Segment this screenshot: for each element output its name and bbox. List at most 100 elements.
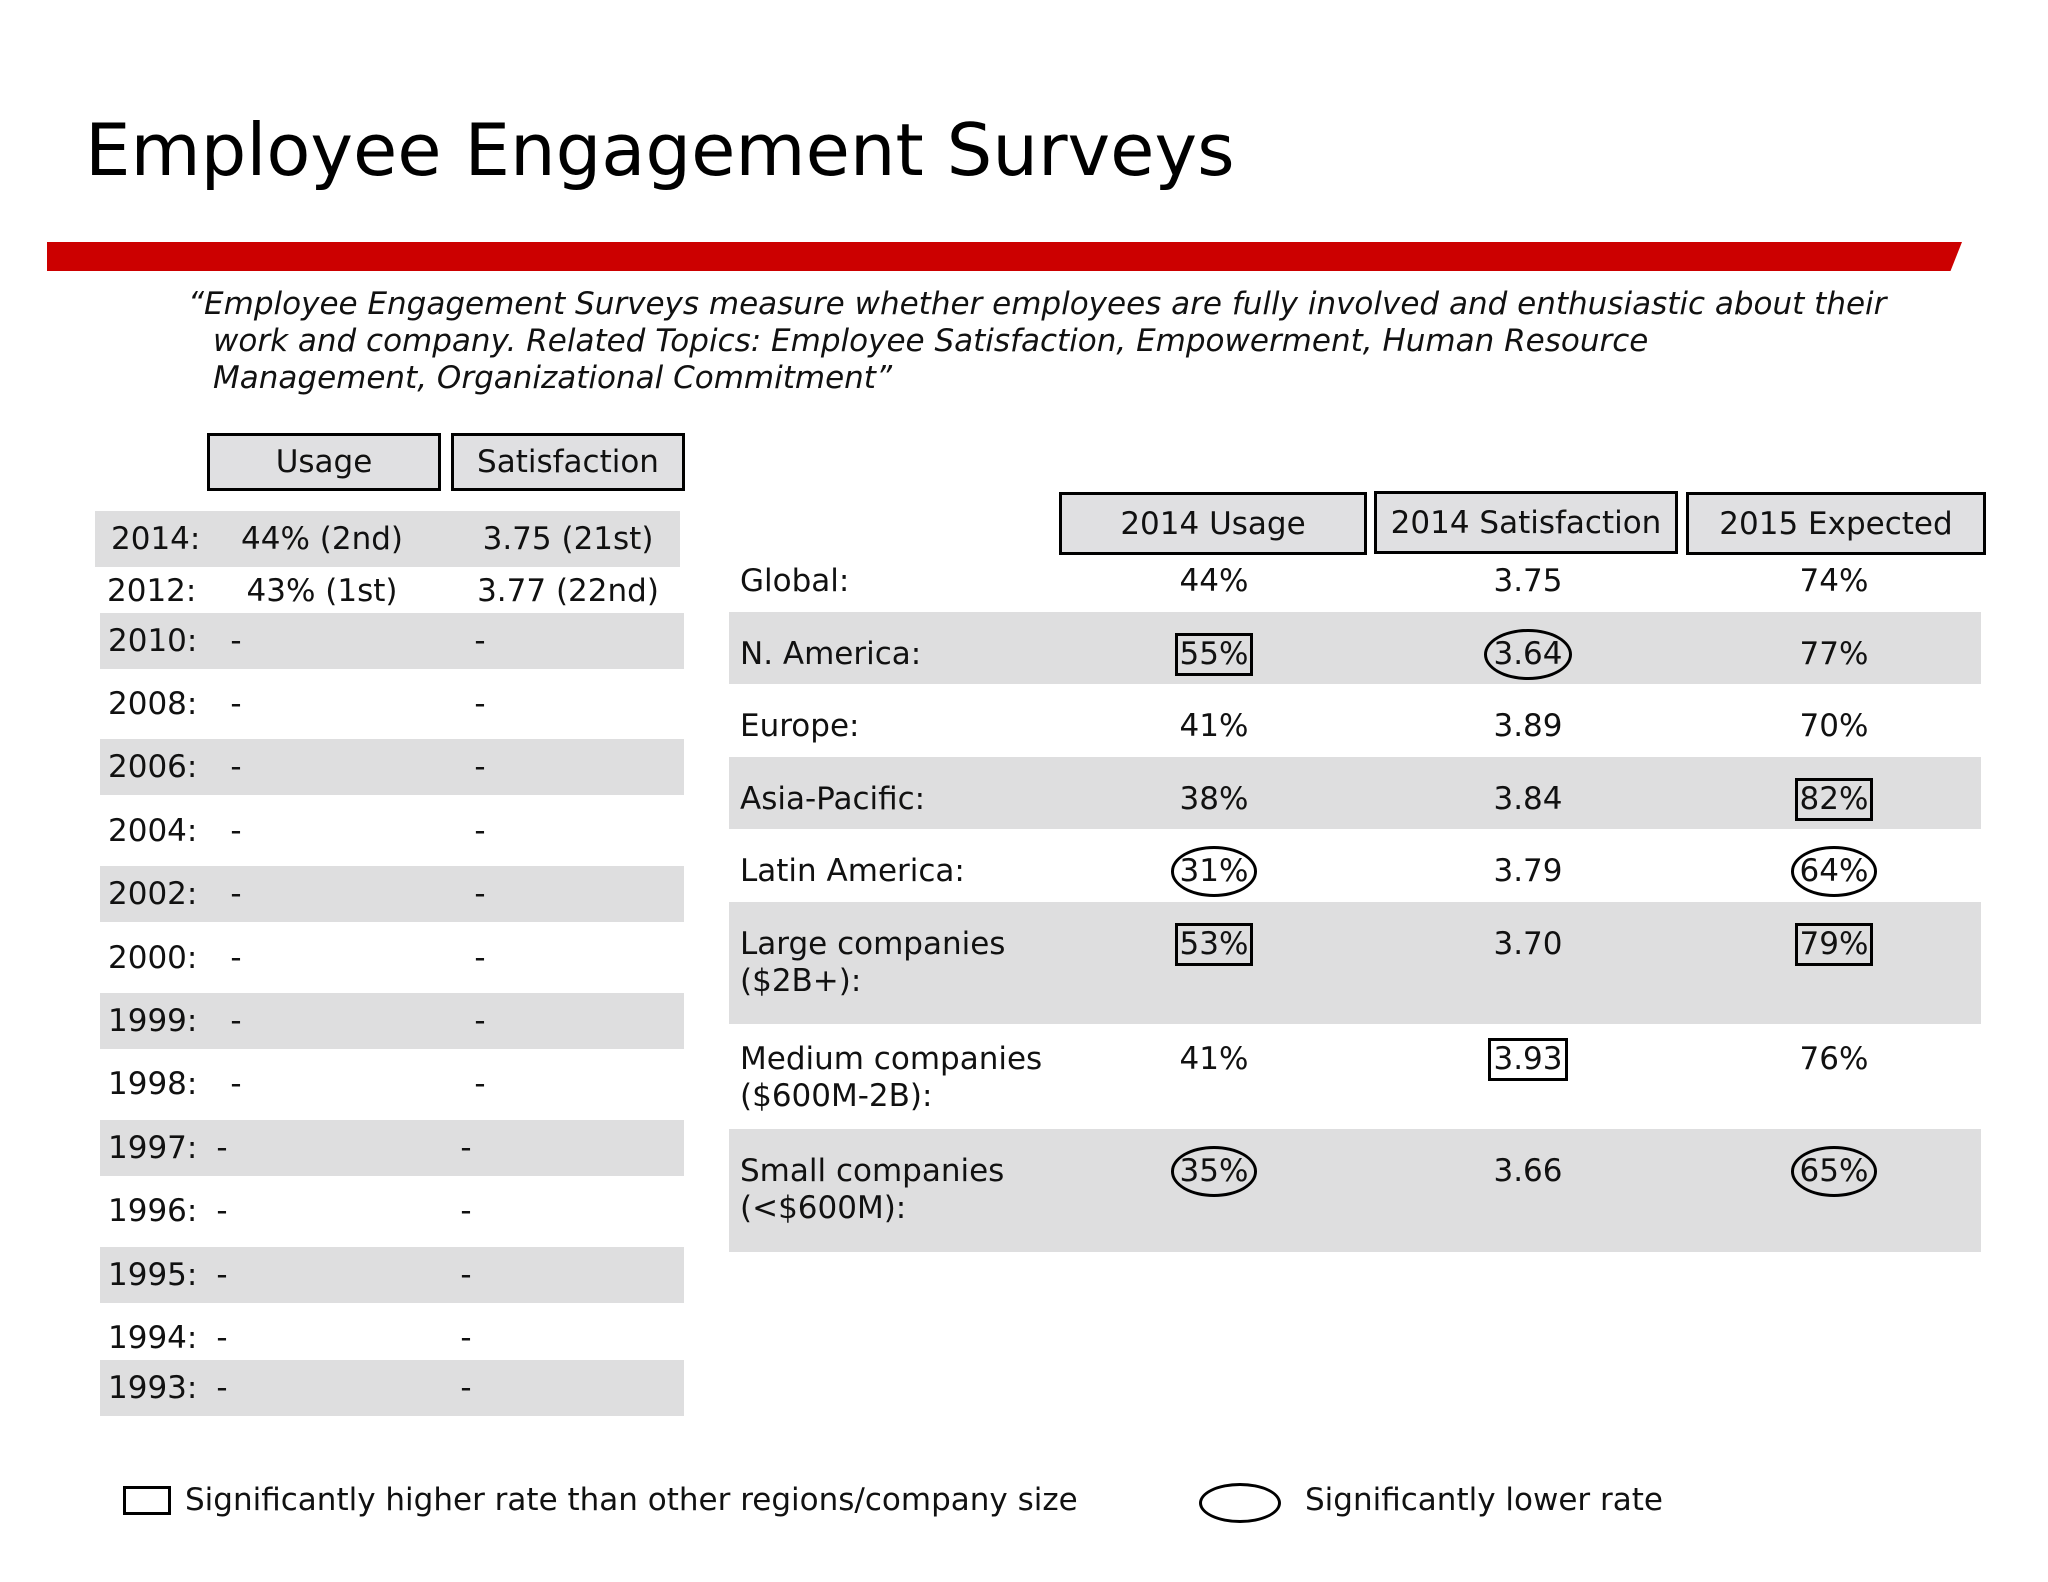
history-row: 2010: - - [100, 613, 684, 669]
year-label: 1998: [108, 1066, 198, 1102]
region-row: Small companies (<$600M): 35% 3.66 65% [729, 1129, 1981, 1252]
history-row: 1996: - - [100, 1183, 684, 1239]
usage-2014-value: 55% [1174, 633, 1254, 676]
year-label: 2012: [107, 573, 197, 609]
legend-box-symbol [123, 1486, 171, 1515]
usage-value: - [230, 876, 242, 912]
satisfaction-value: - [474, 686, 486, 722]
history-row: 1994: - - [100, 1310, 684, 1366]
expected-2015-value: 79% [1794, 923, 1874, 966]
satisfaction-value: - [474, 623, 486, 659]
usage-value: - [230, 686, 242, 722]
history-row: 1993: - - [100, 1360, 684, 1416]
satisfaction-value: 3.75 (21st) [482, 521, 654, 557]
region-label: Asia-Pacific: [740, 781, 926, 817]
year-label: 2006: [108, 749, 198, 785]
header-2014-satisfaction: 2014 Satisfaction [1374, 491, 1678, 554]
page-title: Employee Engagement Surveys [85, 108, 1235, 192]
year-label: 2010: [108, 623, 198, 659]
header-satisfaction: Satisfaction [451, 433, 685, 491]
region-label: N. America: [740, 636, 922, 672]
satisfaction-value: - [474, 876, 486, 912]
year-label: 2000: [108, 940, 198, 976]
region-label: Europe: [740, 708, 860, 744]
satisfaction-2014-value: 3.93 [1488, 1038, 1568, 1081]
usage-2014-value: 44% [1179, 563, 1249, 599]
satisfaction-value: - [474, 1003, 486, 1039]
usage-2014-value: 41% [1179, 708, 1249, 744]
history-row: 2006: - - [100, 739, 684, 795]
usage-value: - [230, 1003, 242, 1039]
quote-line: work and company. Related Topics: Employ… [213, 323, 1649, 359]
year-label: 1999: [108, 1003, 198, 1039]
header-2014-usage: 2014 Usage [1059, 492, 1367, 555]
region-row: Medium companies ($600M-2B): 41% 3.93 76% [729, 1024, 1981, 1129]
region-row: Latin America: 31% 3.79 64% [729, 829, 1981, 902]
history-row: 2014: 44% (2nd) 3.75 (21st) [95, 511, 680, 567]
satisfaction-2014-value: 3.70 [1493, 926, 1563, 962]
usage-value: - [216, 1130, 228, 1166]
year-label: 2008: [108, 686, 198, 722]
year-label: 1993: [108, 1370, 198, 1406]
satisfaction-2014-value: 3.64 [1484, 629, 1572, 680]
satisfaction-2014-value: 3.89 [1493, 708, 1563, 744]
expected-2015-value: 70% [1799, 708, 1869, 744]
satisfaction-2014-value: 3.79 [1493, 853, 1563, 889]
history-row: 2002: - - [100, 866, 684, 922]
usage-value: - [230, 940, 242, 976]
history-row: 1997: - - [100, 1120, 684, 1176]
region-row: Global: 44% 3.75 74% [729, 563, 1981, 612]
usage-value: - [230, 623, 242, 659]
usage-2014-value: 35% [1170, 1146, 1258, 1197]
legend-lower-label: Significantly lower rate [1305, 1482, 1663, 1518]
history-row: 1998: - - [100, 1056, 684, 1112]
header-2015-expected: 2015 Expected [1686, 492, 1986, 555]
year-label: 2014: [111, 521, 201, 557]
region-label: Latin America: [740, 853, 965, 889]
satisfaction-2014-value: 3.66 [1493, 1153, 1563, 1189]
expected-2015-value: 77% [1799, 636, 1869, 672]
history-row: 1995: - - [100, 1247, 684, 1303]
satisfaction-value: - [474, 1066, 486, 1102]
satisfaction-value: - [460, 1320, 472, 1356]
history-row: 2004: - - [100, 803, 684, 859]
year-label: 2004: [108, 813, 198, 849]
expected-2015-value: 76% [1799, 1041, 1869, 1077]
legend-oval-symbol [1199, 1483, 1281, 1523]
satisfaction-value: - [460, 1257, 472, 1293]
region-row: Europe: 41% 3.89 70% [729, 684, 1981, 757]
region-label: Small companies (<$600M): [740, 1153, 1005, 1226]
expected-2015-value: 74% [1799, 563, 1869, 599]
expected-2015-value: 64% [1790, 846, 1878, 897]
usage-value: - [216, 1320, 228, 1356]
history-row: 2012: 43% (1st) 3.77 (22nd) [95, 563, 680, 619]
region-label: Large companies ($2B+): [740, 926, 1006, 999]
year-label: 1995: [108, 1257, 198, 1293]
header-usage: Usage [207, 433, 441, 491]
usage-value: - [230, 813, 242, 849]
year-label: 2002: [108, 876, 198, 912]
history-row: 2000: - - [100, 930, 684, 986]
usage-2014-value: 53% [1174, 923, 1254, 966]
satisfaction-value: - [460, 1130, 472, 1166]
usage-value: - [216, 1257, 228, 1293]
satisfaction-value: - [460, 1193, 472, 1229]
region-row: Asia-Pacific: 38% 3.84 82% [729, 757, 1981, 829]
satisfaction-value: - [474, 940, 486, 976]
region-row: N. America: 55% 3.64 77% [729, 612, 1981, 684]
usage-2014-value: 38% [1179, 781, 1249, 817]
history-row: 2008: - - [100, 676, 684, 732]
year-label: 1996: [108, 1193, 198, 1229]
usage-value: - [230, 1066, 242, 1102]
expected-2015-value: 82% [1794, 778, 1874, 821]
region-label: Medium companies ($600M-2B): [740, 1041, 1043, 1114]
quote-line: Management, Organizational Commitment” [213, 360, 893, 396]
usage-2014-value: 31% [1170, 846, 1258, 897]
satisfaction-2014-value: 3.75 [1493, 563, 1563, 599]
history-row: 1999: - - [100, 993, 684, 1049]
region-row: Large companies ($2B+): 53% 3.70 79% [729, 902, 1981, 1024]
quote-line: “Employee Engagement Surveys measure whe… [188, 286, 1887, 322]
usage-value: 43% (1st) [246, 573, 398, 609]
usage-value: 44% (2nd) [241, 521, 403, 557]
definition-quote: “Employee Engagement Surveys measure whe… [188, 286, 1928, 397]
